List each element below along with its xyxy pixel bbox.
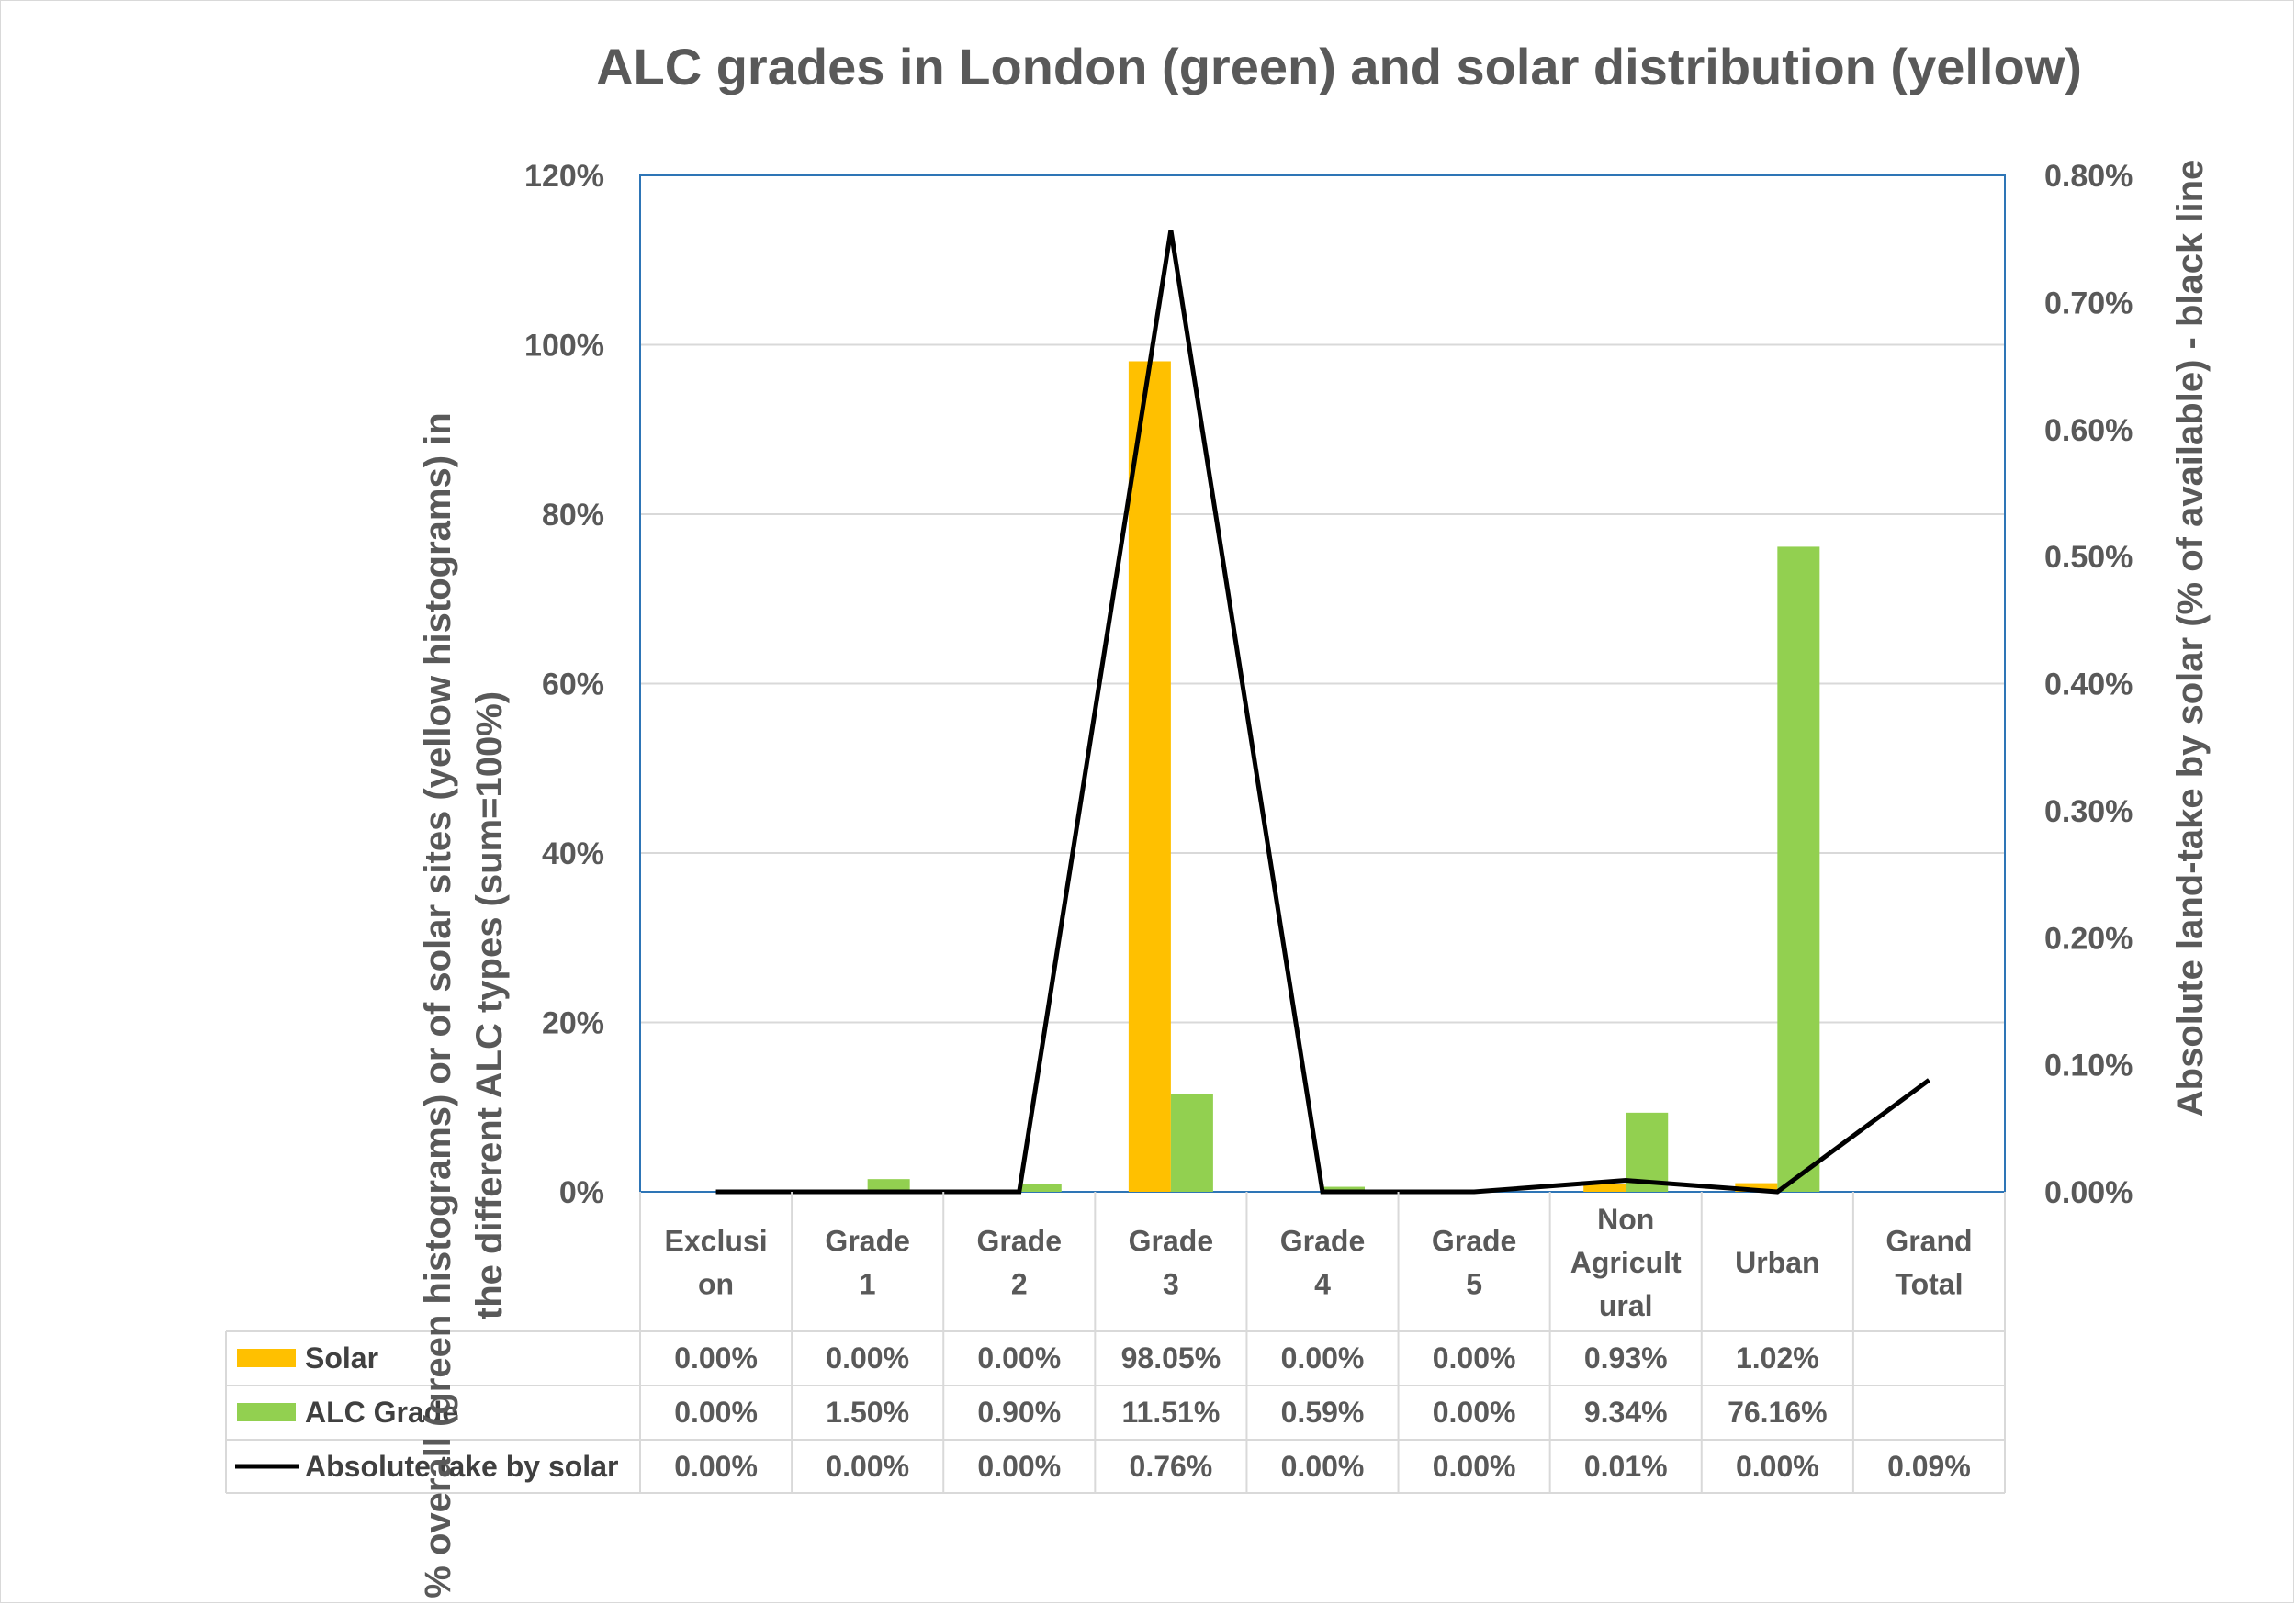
y-axis-ticks: 0% 20% 40% 60% 80% 100% 120% [524, 159, 604, 1210]
line-absolute-take [715, 230, 1930, 1195]
legend-swatch-solar [237, 1349, 296, 1367]
category-label: Grade 5 [1432, 1225, 1516, 1301]
y-tick-label: 40% [542, 836, 604, 871]
table-cell-solar: 98.05% [1121, 1341, 1221, 1375]
y2-tick-label: 0.10% [2044, 1049, 2133, 1083]
y-axis-title-line2: the different ALC types (sum=100%) [469, 691, 510, 1319]
table-cell-alc-grade: 1.50% [826, 1396, 909, 1429]
table-cell-absolute-take-by-solar: 0.00% [1281, 1450, 1365, 1483]
table-cell-solar: 0.00% [826, 1341, 909, 1375]
table-cell-solar: 1.02% [1736, 1341, 1819, 1375]
category-label: Urban [1735, 1246, 1819, 1279]
y2-axis-title: Absolute land-take by solar (% of availa… [2170, 160, 2211, 1117]
y2-tick-label: 0.00% [2044, 1175, 2133, 1210]
table-cell-absolute-take-by-solar: 0.00% [674, 1450, 758, 1483]
table-cell-alc-grade: 0.90% [977, 1396, 1061, 1429]
category-label: Grade 2 [977, 1225, 1062, 1301]
table-cell-absolute-take-by-solar: 0.09% [1887, 1450, 1971, 1483]
table-cell-solar: 0.00% [977, 1341, 1061, 1375]
bar-solar-7 [1735, 1183, 1778, 1192]
y2-tick-label: 0.70% [2044, 286, 2133, 320]
legend-swatch-alc-grade [237, 1403, 296, 1421]
bar-series [867, 361, 1820, 1192]
table-cell-solar: 0.00% [1281, 1341, 1365, 1375]
table-cell-absolute-take-by-solar: 0.01% [1584, 1450, 1668, 1483]
table-cell-alc-grade: 76.16% [1728, 1396, 1828, 1429]
y-axis-title: % overall (green histograms) or of solar… [418, 412, 510, 1598]
y-tick-label: 100% [524, 329, 604, 364]
category-label: Grade 1 [825, 1225, 909, 1301]
table-cell-absolute-take-by-solar: 0.76% [1130, 1450, 1213, 1483]
y-tick-label: 60% [542, 668, 604, 702]
category-label: Exclusi on [665, 1225, 768, 1301]
table-cell-solar: 0.00% [1433, 1341, 1516, 1375]
category-label: Grade 4 [1280, 1225, 1365, 1301]
bar-solar-6 [1583, 1184, 1626, 1192]
line-series [715, 230, 1930, 1195]
y2-tick-label: 0.60% [2044, 413, 2133, 448]
category-label: Grade 3 [1129, 1225, 1213, 1301]
table-cell-absolute-take-by-solar: 0.00% [826, 1450, 909, 1483]
bar-alc-grade-7 [1777, 546, 1820, 1192]
table-cell-alc-grade: 9.34% [1584, 1396, 1668, 1429]
category-label: Non Agricult ural [1570, 1203, 1682, 1322]
y2-tick-label: 0.80% [2044, 159, 2133, 194]
table-cell-alc-grade: 0.00% [1433, 1396, 1516, 1429]
bar-alc-grade-2 [1019, 1184, 1062, 1192]
data-table: Exclusi on Grade 1 Grade 2 Grade 3 Grade 4 Grade 5 N… [225, 1192, 2006, 1494]
y2-tick-label: 0.20% [2044, 921, 2133, 956]
y-tick-label: 80% [542, 498, 604, 533]
y-axis-title-line1: % overall (green histograms) or of solar… [418, 412, 458, 1598]
y2-tick-label: 0.40% [2044, 668, 2133, 702]
table-cell-absolute-take-by-solar: 0.00% [1433, 1450, 1516, 1483]
y-tick-label: 0% [559, 1175, 604, 1210]
table-cell-solar: 0.00% [674, 1341, 758, 1375]
table-cell-solar: 0.93% [1584, 1341, 1668, 1375]
y-tick-label: 20% [542, 1006, 604, 1041]
legend-label-absolute-take-by-solar: Absolute take by solar [305, 1450, 618, 1483]
bar-alc-grade-1 [867, 1179, 910, 1192]
y-tick-label: 120% [524, 159, 604, 194]
y2-axis-title-text: Absolute land-take by solar (% of availa… [2170, 160, 2211, 1117]
table-cell-absolute-take-by-solar: 0.00% [1736, 1450, 1819, 1483]
legend-label-alc-grade: ALC Grade [305, 1396, 458, 1429]
legend-label-solar: Solar [305, 1341, 378, 1375]
y2-tick-label: 0.30% [2044, 794, 2133, 829]
bar-solar-3 [1128, 361, 1171, 1192]
y2-axis-ticks: 0.00% 0.10% 0.20% 0.30% 0.40% 0.50% 0.60% 0.70%… [2044, 159, 2133, 1210]
bar-alc-grade-3 [1170, 1094, 1213, 1192]
table-cell-absolute-take-by-solar: 0.00% [977, 1450, 1061, 1483]
table-cell-alc-grade: 11.51% [1122, 1396, 1221, 1429]
table-cell-alc-grade: 0.00% [674, 1396, 758, 1429]
y2-tick-label: 0.50% [2044, 540, 2133, 575]
table-cell-alc-grade: 0.59% [1281, 1396, 1365, 1429]
category-label: Grand Total [1885, 1225, 1972, 1301]
chart-title: ALC grades in London (green) and solar d… [596, 38, 2082, 95]
bar-alc-grade-4 [1322, 1186, 1365, 1192]
